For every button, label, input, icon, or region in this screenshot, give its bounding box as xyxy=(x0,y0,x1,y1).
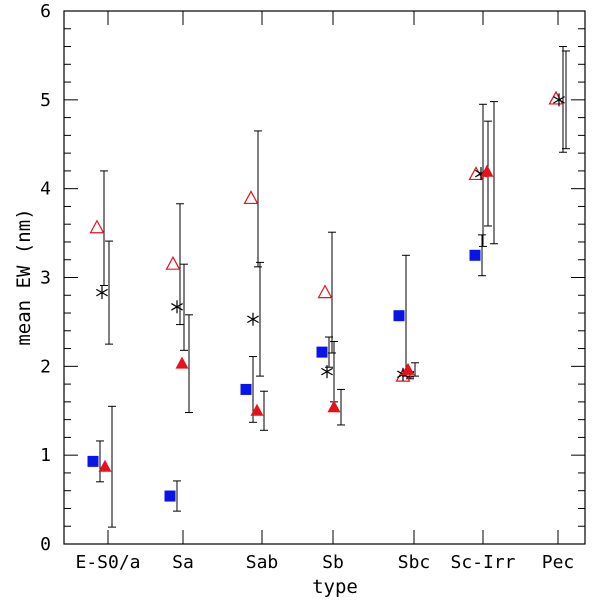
y-axis-label: mean EW (nm) xyxy=(13,208,35,345)
marker-triangle-filled xyxy=(250,403,264,416)
x-tick-label: Sbc xyxy=(398,552,431,573)
marker-square xyxy=(316,346,328,358)
x-axis-label: type xyxy=(312,576,358,598)
y-tick-label: 5 xyxy=(40,90,51,111)
marker-square xyxy=(240,383,252,395)
marker-square xyxy=(393,310,405,322)
y-tick-labels: 0 1 2 3 4 5 6 xyxy=(40,1,51,555)
y-tick-label: 0 xyxy=(40,534,51,555)
marker-triangle-open xyxy=(317,284,333,299)
marker-triangle-open xyxy=(165,255,181,270)
marker-triangle-open xyxy=(468,166,484,181)
marker-triangle-filled xyxy=(98,459,112,472)
y-tick-label: 6 xyxy=(40,1,51,22)
x-tick-labels: E-S0/a Sa Sab Sb Sbc Sc-Irr Pec xyxy=(75,552,574,573)
x-tick-label: Sc-Irr xyxy=(450,552,515,573)
marker-star-arm xyxy=(171,303,183,311)
y-tick-label: 4 xyxy=(40,179,51,200)
marker-triangle-open xyxy=(395,367,411,382)
marker-square xyxy=(164,490,176,502)
marker-star-arm xyxy=(553,96,565,104)
x-tick-label: Sb xyxy=(322,552,344,573)
marker-star-arm xyxy=(321,367,333,376)
data-markers xyxy=(87,90,565,502)
y-tick-label: 3 xyxy=(40,268,51,289)
marker-square xyxy=(87,455,99,467)
y-tick-label: 1 xyxy=(40,445,51,466)
marker-star-arm xyxy=(247,315,259,324)
marker-triangle-open xyxy=(243,190,259,205)
x-tick-label: E-S0/a xyxy=(75,552,140,573)
marker-triangle-open xyxy=(89,219,105,234)
marker-triangle-filled xyxy=(175,356,189,369)
marker-triangle-filled xyxy=(401,362,415,375)
marker-square xyxy=(469,249,481,261)
y-tick-label: 2 xyxy=(40,356,51,377)
error-bars xyxy=(96,46,570,528)
plot-frame xyxy=(63,10,586,545)
x-tick-label: Sa xyxy=(172,552,194,573)
marker-star-arm xyxy=(96,288,108,297)
marker-triangle-filled xyxy=(480,164,494,177)
marker-triangle-filled xyxy=(327,400,341,413)
x-tick-label: Sab xyxy=(246,552,279,573)
x-tick-label: Pec xyxy=(542,552,575,573)
axis-ticks xyxy=(64,10,585,545)
